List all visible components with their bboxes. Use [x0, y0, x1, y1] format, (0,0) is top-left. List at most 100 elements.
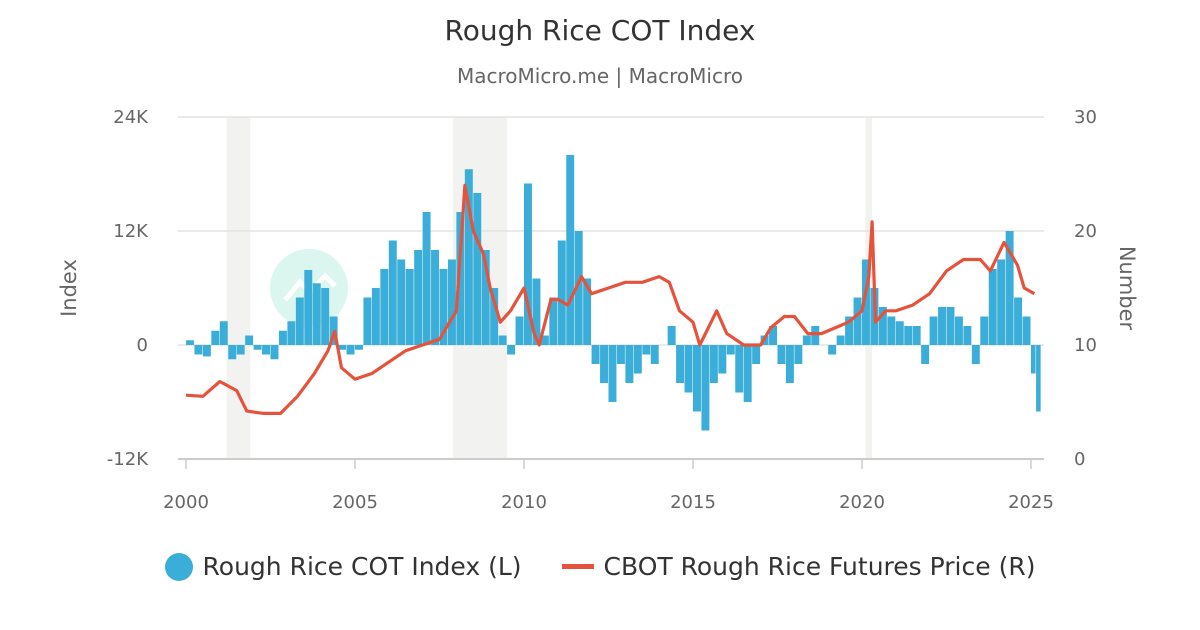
- index-bar: [735, 345, 744, 393]
- left-tick-label: 12K: [113, 221, 149, 242]
- index-bar: [785, 345, 794, 383]
- index-bar: [921, 345, 930, 364]
- index-bar: [743, 345, 752, 402]
- index-bar: [397, 259, 406, 345]
- index-bar: [946, 307, 955, 345]
- index-bar: [853, 297, 862, 345]
- index-bar: [414, 250, 423, 345]
- right-tick-label: 30: [1074, 107, 1097, 128]
- chart-title: Rough Rice COT Index: [444, 14, 756, 47]
- index-bar: [718, 345, 727, 374]
- index-bar: [828, 345, 837, 355]
- left-tick-label: 0: [137, 335, 148, 356]
- right-tick-label: 10: [1074, 335, 1097, 356]
- index-bar: [752, 345, 761, 364]
- legend-circle-icon: [164, 552, 193, 581]
- index-bar: [600, 345, 608, 383]
- index-bar: [439, 269, 448, 345]
- index-bar: [667, 326, 676, 345]
- index-bar: [845, 316, 854, 345]
- index-bar: [490, 288, 499, 345]
- index-bar: [650, 345, 659, 364]
- index-bar: [253, 345, 262, 350]
- index-bar: [202, 345, 211, 357]
- index-bar: [794, 345, 803, 364]
- index-bar: [346, 345, 355, 355]
- index-bar: [295, 297, 304, 345]
- left-tick-label: 24K: [113, 107, 149, 128]
- legend-line-icon: [561, 564, 594, 569]
- index-bar: [236, 345, 245, 355]
- chart-subtitle: MacroMicro.me | MacroMicro: [457, 64, 743, 88]
- index-bar: [895, 321, 904, 345]
- index-bar: [574, 231, 583, 345]
- index-bar: [684, 345, 693, 393]
- index-bar: [228, 345, 237, 360]
- x-tick-label: 2025: [1008, 492, 1054, 513]
- index-bar: [963, 326, 972, 345]
- index-bar: [278, 330, 287, 345]
- index-bar: [515, 316, 524, 345]
- index-bar: [887, 316, 896, 345]
- index-bar: [473, 193, 482, 345]
- index-bar: [862, 259, 870, 345]
- index-bar: [980, 316, 989, 345]
- index-bar: [431, 250, 439, 345]
- index-bar: [304, 269, 313, 345]
- index-bar: [262, 345, 270, 355]
- x-tick-label: 2000: [163, 492, 209, 513]
- left-axis-title: Index: [57, 259, 81, 317]
- index-bar: [642, 345, 651, 355]
- index-bar: [777, 345, 786, 364]
- right-axis-title: Number: [1115, 246, 1139, 331]
- index-bar: [701, 345, 710, 431]
- index-bar: [1014, 297, 1023, 345]
- recession-band: [226, 117, 251, 459]
- x-tick-label: 2005: [332, 492, 378, 513]
- index-bar: [464, 169, 473, 345]
- index-bar: [532, 278, 541, 345]
- index-bar: [422, 212, 431, 345]
- index-bar: [388, 240, 397, 345]
- index-bar: [1036, 345, 1041, 412]
- index-bar: [802, 335, 811, 345]
- index-bar: [633, 345, 642, 374]
- index-bar: [769, 326, 777, 345]
- index-bar: [186, 340, 194, 345]
- index-bar: [566, 155, 575, 345]
- legend-item-index[interactable]: Rough Rice COT Index (L): [164, 552, 522, 581]
- index-bar: [270, 345, 279, 360]
- index-bar: [608, 345, 617, 402]
- index-bar: [194, 345, 203, 355]
- index-bar: [219, 321, 228, 345]
- index-bar: [456, 212, 465, 345]
- left-tick-label: -12K: [107, 449, 149, 470]
- index-bar: [481, 250, 490, 345]
- index-bar: [405, 269, 414, 345]
- index-bar: [363, 297, 372, 345]
- index-bar: [591, 345, 600, 364]
- index-bar: [811, 326, 820, 345]
- index-bar: [726, 345, 735, 355]
- index-bar: [371, 288, 380, 345]
- index-bar: [709, 345, 718, 383]
- index-bar: [540, 335, 549, 345]
- index-bar: [338, 345, 347, 350]
- index-bar: [355, 345, 363, 350]
- right-tick-label: 0: [1074, 449, 1085, 470]
- index-bar: [954, 316, 963, 345]
- right-tick-label: 20: [1074, 221, 1097, 242]
- index-bar: [287, 321, 296, 345]
- index-bar: [321, 288, 330, 345]
- index-bar: [312, 283, 321, 345]
- index-bar: [1031, 345, 1036, 374]
- index-bar: [1005, 231, 1014, 345]
- x-tick-label: 2020: [839, 492, 885, 513]
- index-bar: [447, 259, 456, 345]
- index-bar: [583, 278, 592, 345]
- legend-item-price[interactable]: CBOT Rough Rice Futures Price (R): [561, 552, 1035, 581]
- index-bar: [693, 345, 701, 412]
- index-bar: [557, 240, 566, 345]
- x-tick-label: 2010: [501, 492, 547, 513]
- index-bar: [912, 326, 921, 345]
